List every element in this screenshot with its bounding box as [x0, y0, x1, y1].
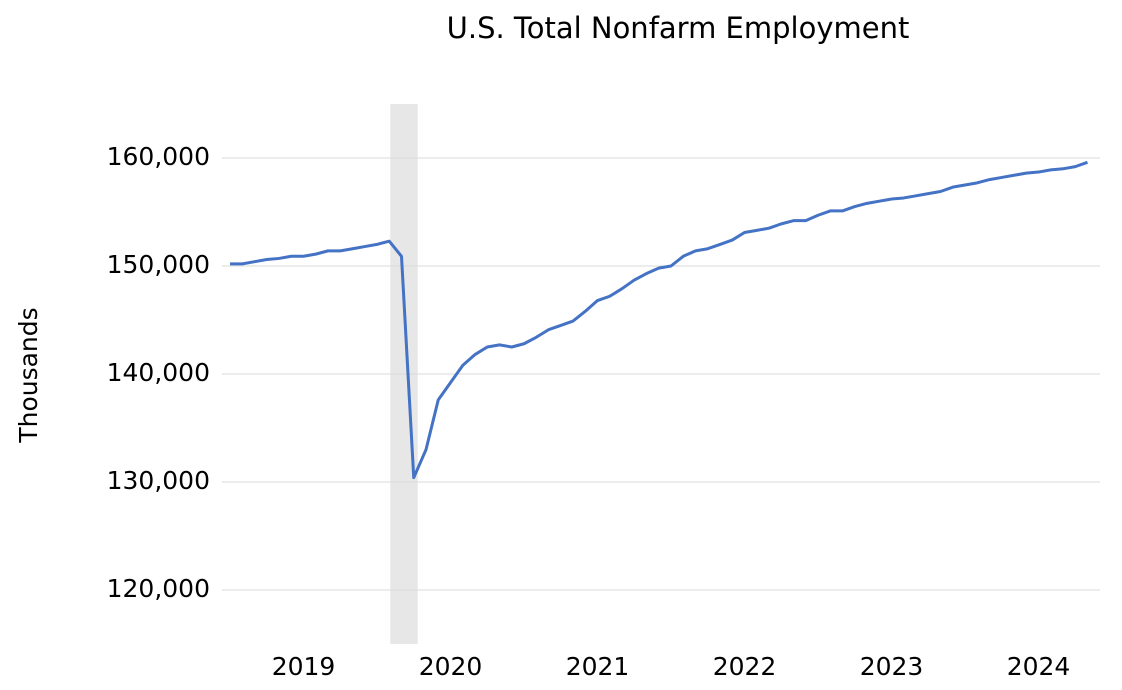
y-tick-label: 150,000 [107, 250, 210, 279]
x-tick-label: 2023 [860, 652, 924, 681]
x-tick-label: 2022 [713, 652, 777, 681]
y-tick-label: 160,000 [107, 142, 210, 171]
chart-title: U.S. Total Nonfarm Employment [447, 11, 910, 45]
x-tick-label: 2021 [566, 652, 630, 681]
data-line [230, 160, 1088, 480]
y-tick-label: 140,000 [107, 358, 210, 387]
y-tick-label: 130,000 [107, 466, 210, 495]
y-axis-label: Thousands [14, 307, 43, 443]
x-tick-label: 2020 [419, 652, 483, 681]
x-tick-label: 2019 [272, 652, 336, 681]
y-tick-label: 120,000 [107, 574, 210, 603]
x-tick-label: 2024 [1007, 652, 1071, 681]
